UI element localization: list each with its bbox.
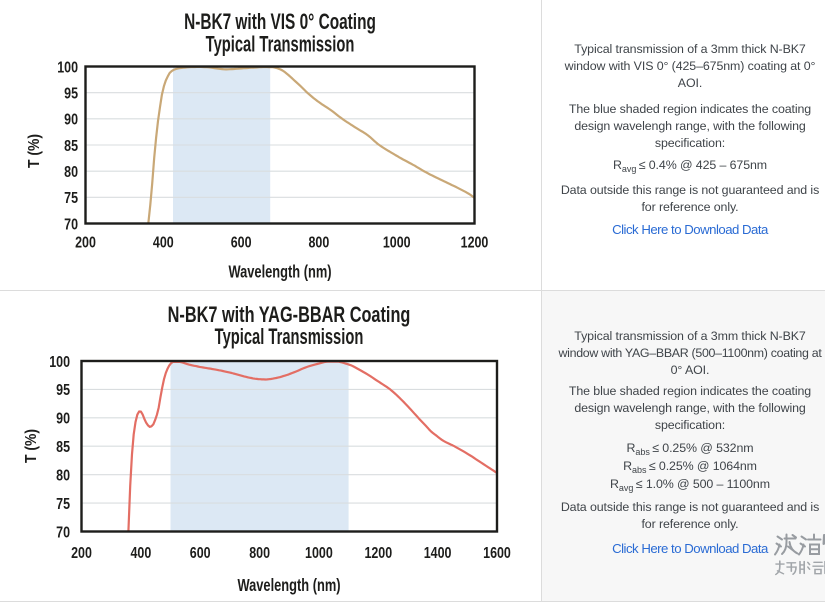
svg-text:1400: 1400 [424,545,452,563]
svg-text:90: 90 [56,410,70,428]
svg-text:600: 600 [231,234,252,252]
svg-text:Typical Transmission: Typical Transmission [206,32,355,57]
svg-text:70: 70 [56,524,70,542]
svg-text:1000: 1000 [305,545,333,563]
svg-text:90: 90 [64,111,78,129]
svg-text:600: 600 [190,545,211,563]
svg-text:95: 95 [56,382,70,400]
svg-text:800: 800 [309,234,330,252]
svg-text:70: 70 [64,216,78,234]
svg-text:T (%): T (%) [25,134,43,168]
svg-text:85: 85 [56,439,70,457]
svg-text:1000: 1000 [383,234,411,252]
svg-text:T (%): T (%) [22,429,40,463]
svg-text:75: 75 [56,496,70,514]
svg-text:N-BK7 with YAG-BBAR Coating: N-BK7 with YAG-BBAR Coating [168,302,411,327]
svg-text:1600: 1600 [483,545,511,563]
svg-text:85: 85 [64,137,78,155]
svg-text:1200: 1200 [364,545,392,563]
svg-text:400: 400 [131,545,152,563]
svg-text:200: 200 [71,545,92,563]
svg-text:800: 800 [249,545,270,563]
svg-text:Typical Transmission: Typical Transmission [215,325,364,350]
svg-text:N-BK7 with VIS 0° Coating: N-BK7 with VIS 0° Coating [184,11,376,36]
svg-text:Wavelength (nm): Wavelength (nm) [237,576,340,595]
svg-text:Wavelength (nm): Wavelength (nm) [228,263,331,282]
svg-text:100: 100 [49,353,70,371]
svg-text:400: 400 [153,234,174,252]
svg-text:95: 95 [64,85,78,103]
svg-text:100: 100 [57,59,78,77]
svg-text:80: 80 [64,164,78,182]
svg-text:80: 80 [56,467,70,485]
svg-text:1200: 1200 [461,234,489,252]
svg-text:75: 75 [64,190,78,208]
svg-text:200: 200 [75,234,96,252]
